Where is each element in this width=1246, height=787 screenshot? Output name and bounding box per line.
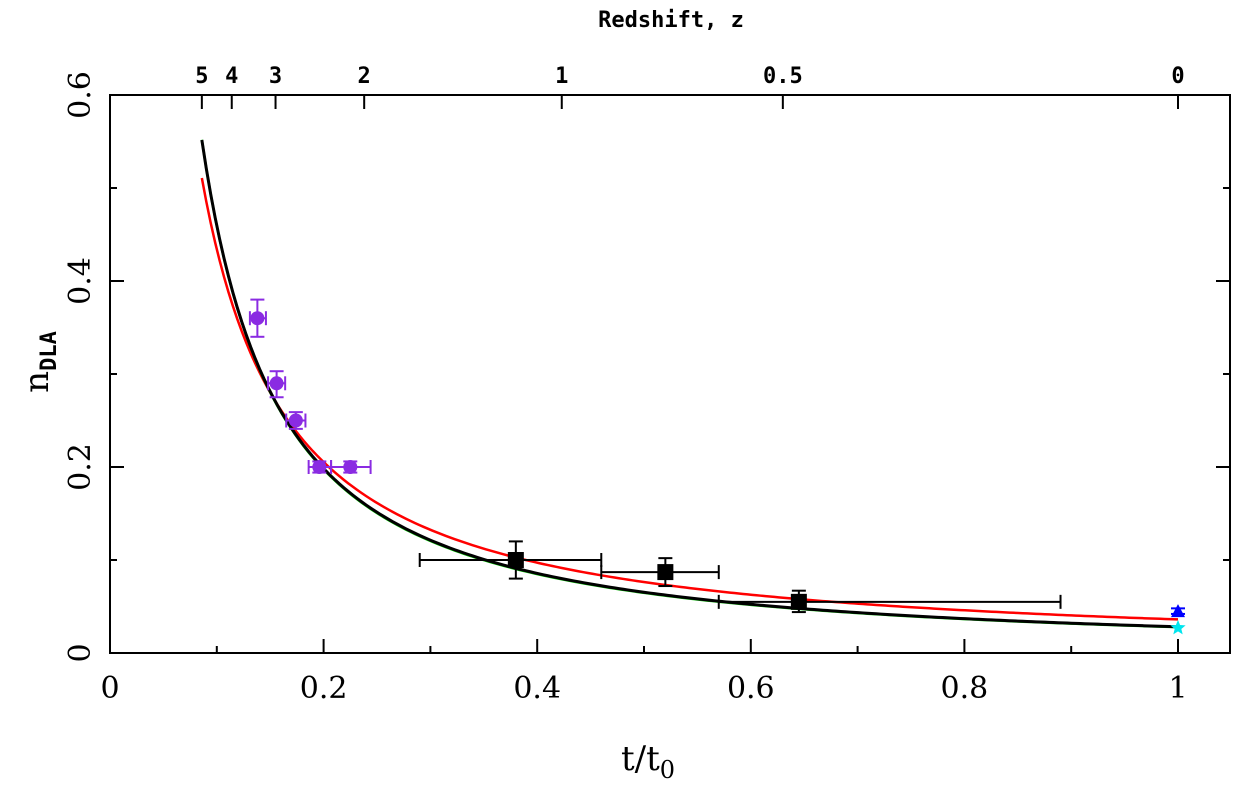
data-points	[248, 298, 1186, 635]
top-tick-label: 2	[358, 64, 371, 89]
y-axis-title-main: n	[17, 371, 57, 393]
y-tick-label: 0.2	[63, 443, 98, 491]
top-tick-label: 5	[195, 64, 208, 89]
data-point-circle	[343, 460, 358, 474]
x-tick-label: 0.6	[727, 671, 775, 706]
y-axis-title: nDLA	[17, 331, 62, 393]
y-tick-label: 0.6	[63, 71, 98, 119]
y-axis-title-sub: DLA	[37, 331, 62, 371]
x-tick-label: 1	[1168, 671, 1187, 706]
x-tick-label: 0	[100, 671, 119, 706]
axis-ticks	[109, 94, 1230, 654]
top-tick-label: 4	[225, 64, 238, 89]
x-axis-title: t/t0	[621, 739, 675, 784]
data-point-square	[790, 593, 807, 610]
y-tick-label: 0.4	[63, 257, 98, 305]
data-point-circle	[269, 376, 284, 391]
x-axis-title-sub: 0	[660, 756, 675, 784]
top-tick-label: 1	[555, 64, 568, 89]
model-curves	[200, 139, 1179, 629]
x-tick-label: 0.4	[513, 671, 561, 706]
top-tick-label: 0.5	[763, 64, 803, 89]
data-point-circle	[288, 413, 303, 428]
tick-labels: 0 0.2 0.4 0.6 0.8 1 0 0.2 0.4 0.6 5 4 3 2 1 0.5 0	[63, 64, 1188, 706]
x-tick-label: 0.8	[941, 671, 989, 706]
top-tick-label: 0	[1171, 64, 1184, 89]
y-tick-label: 0	[63, 643, 98, 662]
x-axis-title-main: t/t	[621, 739, 660, 779]
model-curve	[200, 177, 1179, 621]
data-point-circle	[250, 311, 265, 326]
data-point-square	[657, 564, 674, 581]
data-point-circle	[312, 460, 327, 474]
data-point-square	[507, 552, 524, 568]
x-tick-label: 0.2	[300, 671, 348, 706]
data-point-star	[1170, 619, 1186, 635]
model-curve	[200, 139, 1179, 629]
top-tick-label: 3	[269, 64, 282, 89]
data-point-triangle	[1171, 604, 1185, 618]
top-axis-title: Redshift, z	[598, 8, 744, 33]
model-curve	[200, 139, 1179, 629]
